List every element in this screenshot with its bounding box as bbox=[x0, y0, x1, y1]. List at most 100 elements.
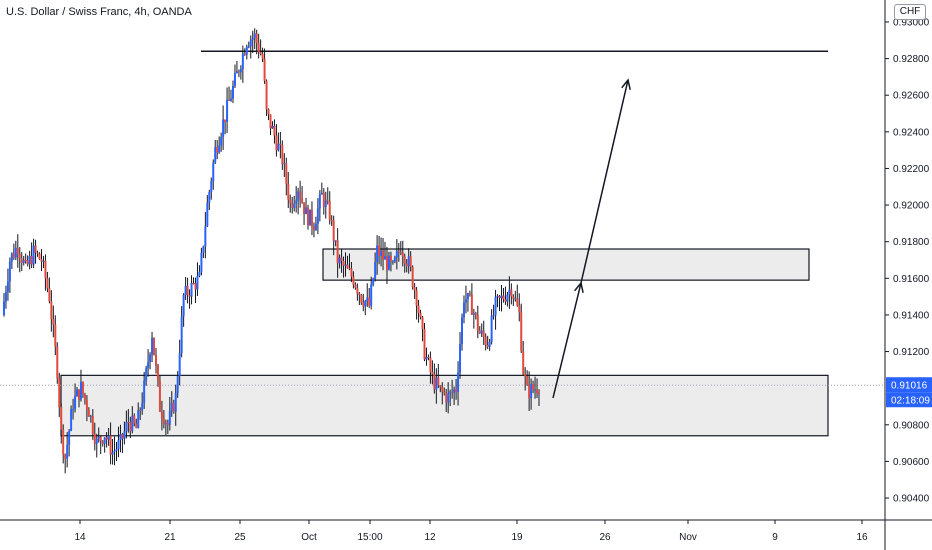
candle-body bbox=[504, 299, 507, 302]
candle-body bbox=[518, 305, 521, 313]
candle-body bbox=[10, 253, 13, 262]
candle-body bbox=[83, 393, 86, 400]
candle-body bbox=[293, 203, 296, 208]
candle-body bbox=[48, 288, 51, 302]
candle-body bbox=[184, 285, 187, 296]
candle-body bbox=[338, 257, 341, 264]
candle-body bbox=[230, 98, 233, 101]
candle-body bbox=[76, 389, 79, 397]
candle-body bbox=[129, 422, 132, 432]
candle-body bbox=[16, 247, 19, 254]
y-tick-label: 0.92400 bbox=[893, 127, 930, 138]
candle-body bbox=[514, 298, 517, 300]
candle-body bbox=[235, 71, 238, 74]
candle-body bbox=[269, 114, 272, 129]
candle-body bbox=[4, 292, 7, 302]
candle-body bbox=[459, 344, 462, 373]
currency-label[interactable]: CHF bbox=[894, 4, 926, 20]
candle-body bbox=[281, 144, 284, 165]
candle-body bbox=[307, 207, 310, 226]
candle-body bbox=[447, 393, 450, 403]
candle-body bbox=[24, 260, 27, 262]
candle-body bbox=[190, 283, 193, 297]
candle-body bbox=[117, 440, 120, 450]
candle-body bbox=[212, 162, 215, 182]
candle-body bbox=[380, 250, 383, 256]
candle-body bbox=[358, 293, 361, 295]
candle-body bbox=[516, 298, 519, 306]
candle-body bbox=[397, 250, 400, 252]
candle-body bbox=[208, 192, 211, 203]
candle-body bbox=[366, 297, 369, 302]
candle-body bbox=[297, 191, 300, 201]
candle-body bbox=[429, 357, 432, 372]
candle-body bbox=[95, 438, 98, 444]
candle-body bbox=[536, 389, 539, 393]
candle-body bbox=[263, 58, 266, 81]
candle-body bbox=[60, 407, 63, 430]
candle-body bbox=[182, 295, 185, 317]
candle-body bbox=[253, 33, 256, 39]
candle-body bbox=[312, 226, 315, 231]
candle-body bbox=[354, 284, 357, 288]
candle-body bbox=[316, 208, 319, 224]
candle-body bbox=[433, 374, 436, 390]
candle-body bbox=[176, 376, 179, 394]
resistance-zone[interactable] bbox=[322, 248, 810, 281]
candle-body bbox=[470, 294, 473, 315]
candle-body bbox=[368, 297, 371, 306]
candle-body bbox=[496, 295, 499, 297]
candle-body bbox=[378, 245, 381, 256]
candle-body bbox=[194, 283, 197, 290]
y-tick-label: 0.92600 bbox=[893, 91, 930, 102]
forecast-arrow-1[interactable] bbox=[552, 282, 582, 399]
candle-body bbox=[210, 181, 213, 193]
candle-body bbox=[109, 435, 112, 455]
candle-body bbox=[147, 362, 150, 369]
last-price-badge bbox=[886, 377, 932, 393]
candle-body bbox=[204, 226, 207, 247]
candle-body bbox=[99, 436, 102, 442]
candle-body bbox=[490, 315, 493, 342]
candle-body bbox=[8, 261, 11, 282]
candle-body bbox=[326, 200, 329, 202]
x-tick-label: 26 bbox=[599, 532, 611, 543]
candle-body bbox=[196, 275, 199, 290]
candle-body bbox=[93, 433, 96, 444]
candle-body bbox=[285, 163, 288, 184]
candle-body bbox=[89, 416, 92, 418]
candle-body bbox=[12, 253, 15, 258]
candle-body bbox=[133, 415, 136, 424]
forecast-arrow-2[interactable] bbox=[580, 79, 629, 284]
candle-body bbox=[437, 377, 440, 386]
candle-body bbox=[85, 399, 88, 410]
candle-body bbox=[449, 391, 452, 394]
candle-body bbox=[107, 435, 110, 440]
candle-body bbox=[391, 261, 394, 263]
candle-body bbox=[111, 452, 114, 455]
countdown-badge bbox=[886, 392, 932, 408]
candle-body bbox=[405, 263, 408, 267]
candle-body bbox=[267, 109, 270, 115]
candle-body bbox=[172, 402, 175, 412]
candle-body bbox=[62, 429, 65, 455]
candle-body bbox=[245, 46, 248, 55]
candle-body bbox=[30, 255, 33, 265]
y-tick-label: 0.92000 bbox=[893, 201, 930, 212]
y-tick-label: 0.92200 bbox=[893, 164, 930, 175]
candle-body bbox=[468, 293, 471, 295]
candle-body bbox=[476, 314, 479, 331]
candle-body bbox=[510, 289, 513, 297]
candle-body bbox=[247, 46, 250, 48]
candle-body bbox=[255, 33, 258, 43]
candle-body bbox=[257, 42, 260, 53]
candle-body bbox=[322, 192, 325, 208]
candle-body bbox=[188, 295, 191, 297]
candle-body bbox=[168, 410, 171, 425]
candle-body bbox=[192, 283, 195, 285]
candle-body bbox=[14, 247, 17, 258]
candle-body bbox=[419, 312, 422, 318]
candle-body bbox=[534, 389, 537, 391]
candle-body bbox=[289, 199, 292, 204]
